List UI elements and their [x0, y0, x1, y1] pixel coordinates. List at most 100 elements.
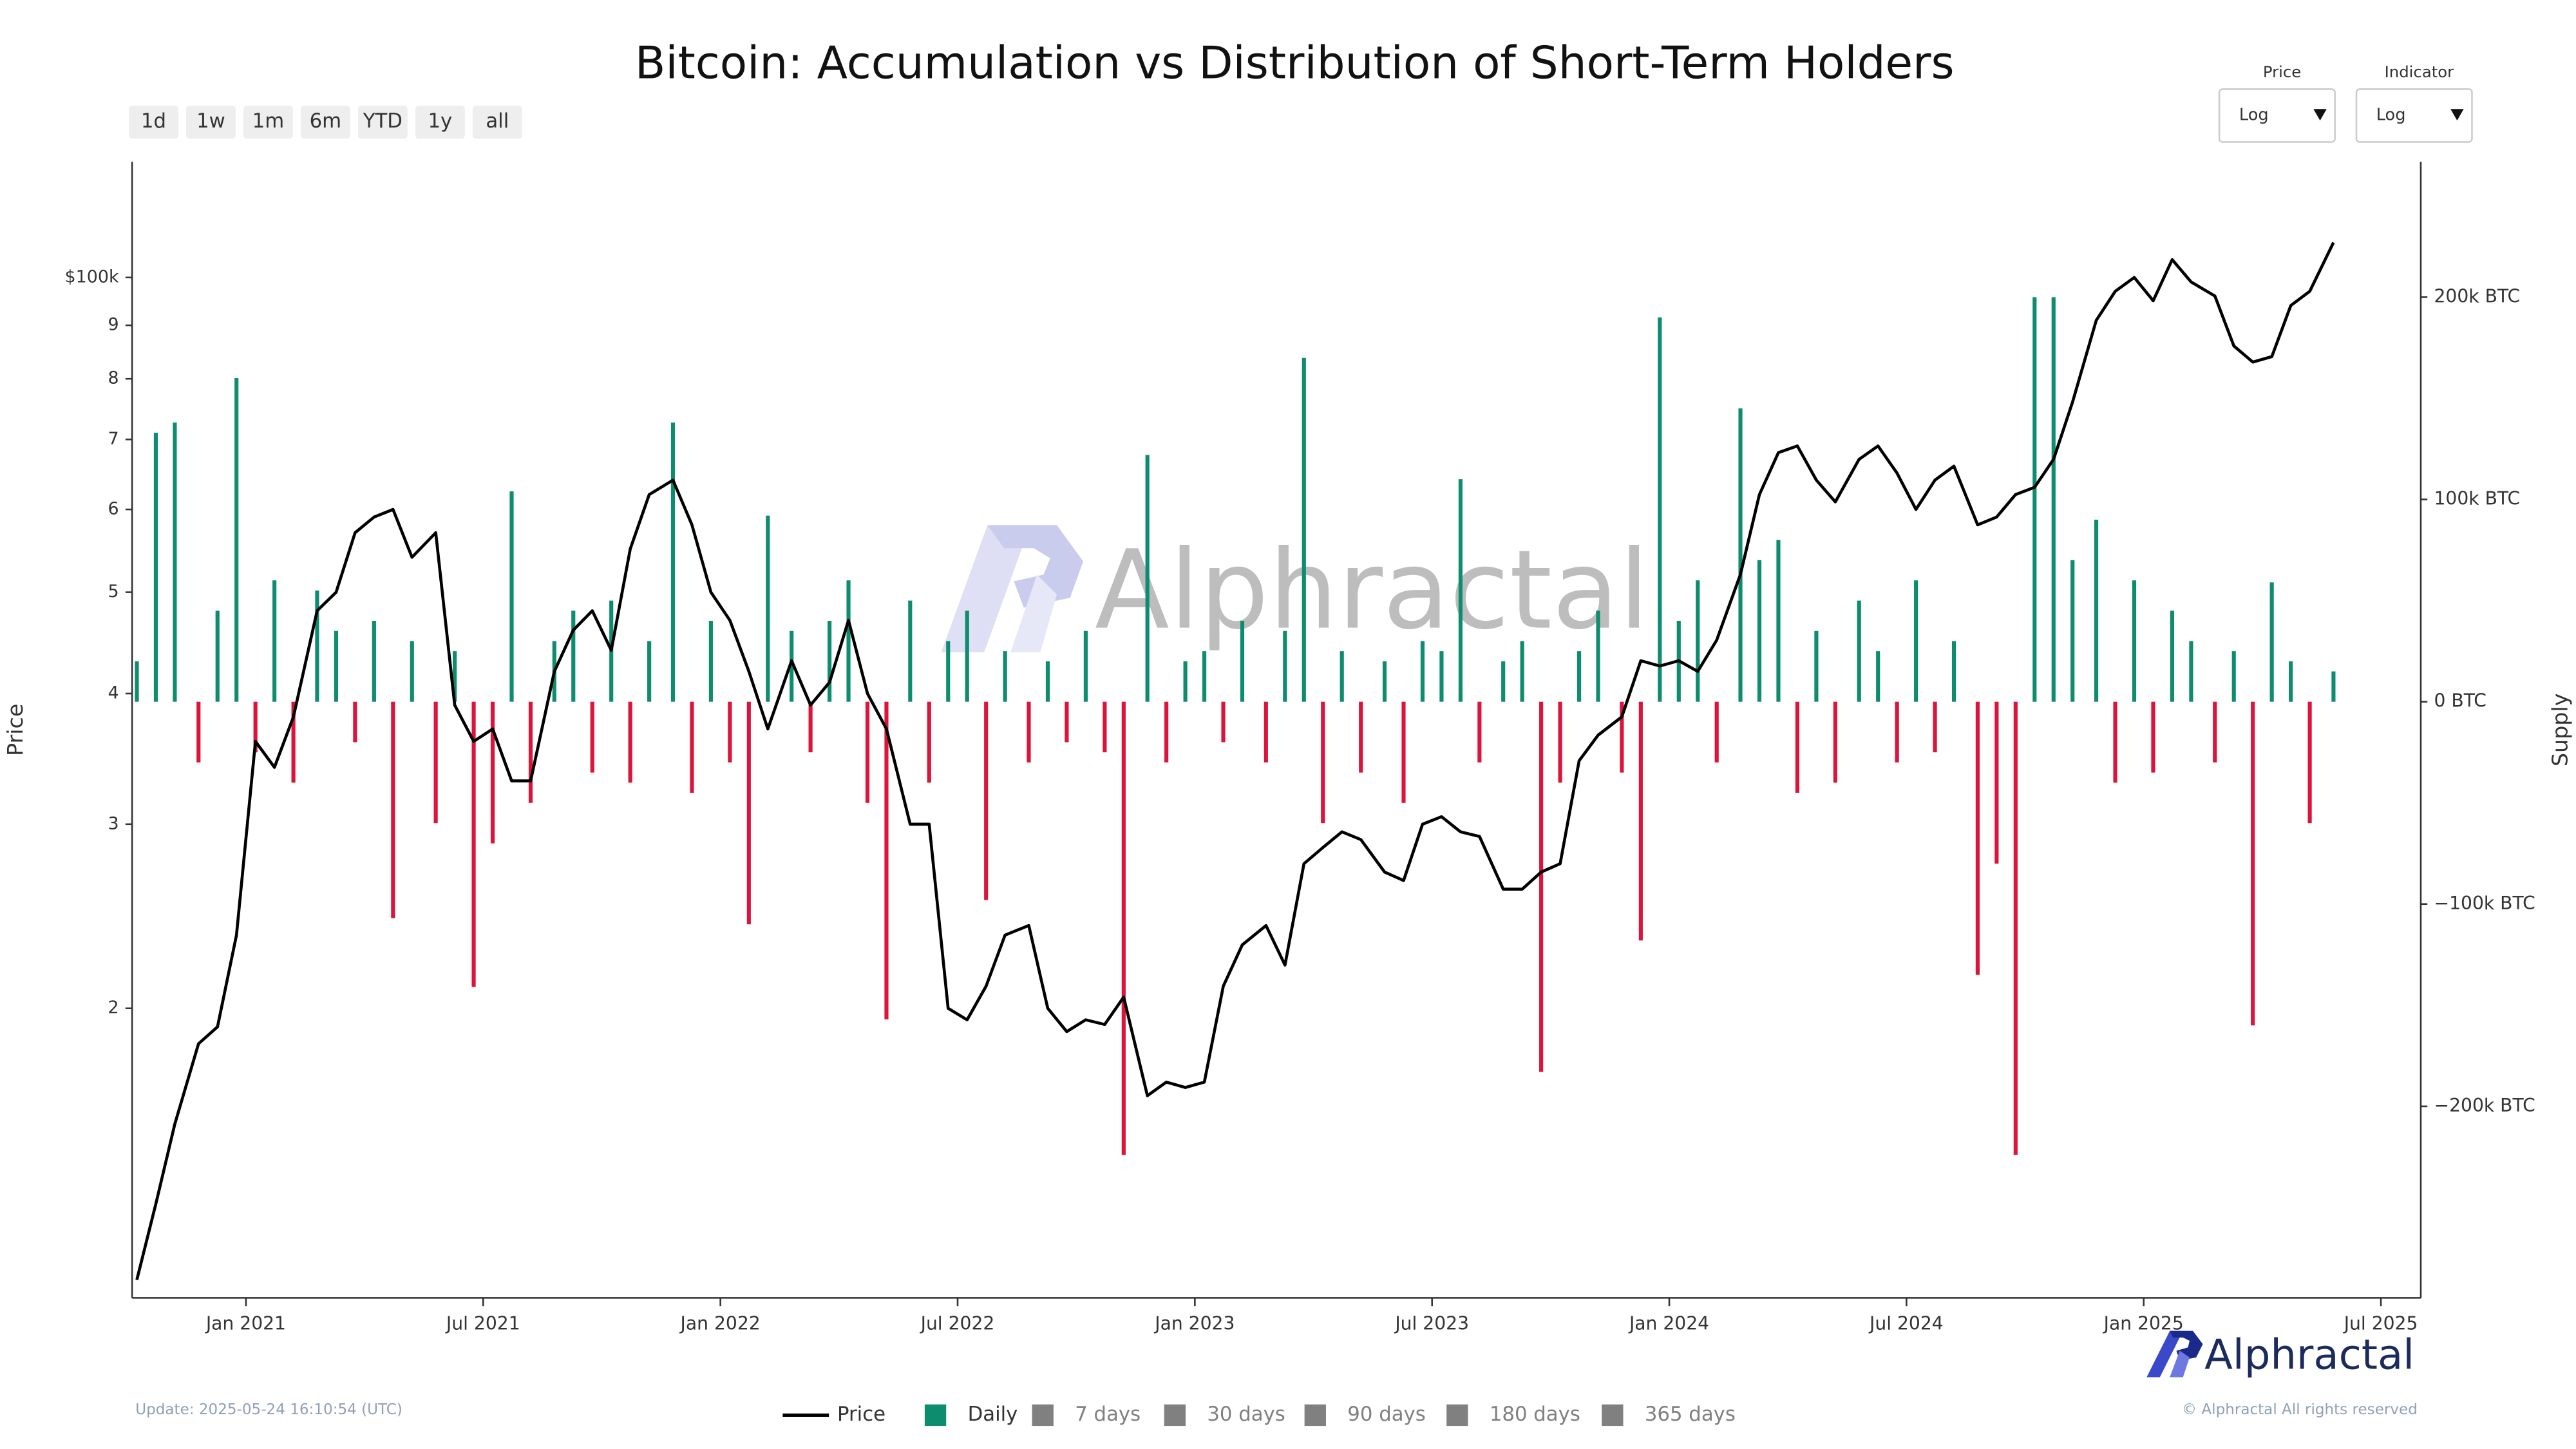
- supply-bar: [1638, 701, 1643, 941]
- legend-label-inactive[interactable]: 365 days: [1645, 1403, 1736, 1426]
- supply-bar: [1520, 641, 1524, 702]
- supply-bar: [1382, 661, 1387, 702]
- supply-bar: [1240, 621, 1245, 702]
- range-button-label[interactable]: 1w: [196, 109, 225, 133]
- legend-label[interactable]: Daily: [968, 1403, 1018, 1426]
- supply-bar: [2151, 701, 2155, 773]
- supply-bar: [1795, 701, 1800, 793]
- supply-bar: [1620, 701, 1624, 773]
- brand-logo-text: Alphractal: [2204, 1331, 2414, 1379]
- supply-bar: [2189, 641, 2193, 702]
- supply-bar: [670, 422, 676, 702]
- supply-bar: [690, 701, 694, 793]
- range-button-label[interactable]: YTD: [363, 109, 402, 133]
- supply-bar: [1083, 630, 1088, 702]
- legend-swatch-inactive[interactable]: [1602, 1404, 1624, 1426]
- supply-bar: [315, 590, 319, 702]
- legend-swatch-inactive[interactable]: [1164, 1404, 1186, 1426]
- legend-swatch-inactive[interactable]: [1446, 1404, 1468, 1426]
- supply-bar: [965, 611, 969, 702]
- range-button-label[interactable]: 1m: [252, 109, 285, 133]
- supply-bar: [828, 621, 832, 702]
- supply-bar: [1027, 701, 1031, 762]
- supply-bar: [1714, 701, 1719, 762]
- supply-bar: [1757, 560, 1762, 702]
- supply-bar: [1302, 357, 1306, 702]
- supply-bar: [2094, 519, 2099, 702]
- price-line: [135, 242, 2335, 1280]
- y-tick-label: 6: [108, 499, 118, 519]
- supply-bar: [1596, 611, 1600, 702]
- dropdown-arrow: [2313, 109, 2327, 121]
- range-button[interactable]: [472, 106, 522, 139]
- legend-label[interactable]: Price: [837, 1403, 886, 1426]
- supply-bar: [2307, 701, 2312, 824]
- supply-bar: [2032, 297, 2037, 702]
- x-tick-label: Jul 2023: [1394, 1312, 1469, 1334]
- y-axis-title: Price: [3, 704, 28, 756]
- legend-label-inactive[interactable]: 90 days: [1347, 1403, 1425, 1426]
- x-tick-label: Jan 2025: [2103, 1312, 2184, 1334]
- dropdown[interactable]: [2218, 88, 2336, 143]
- dropdown-arrow: [2450, 109, 2464, 121]
- chart-title: Bitcoin: Accumulation vs Distribution of…: [635, 38, 1955, 90]
- supply-bar: [984, 701, 989, 900]
- legend-label-inactive[interactable]: 30 days: [1207, 1403, 1285, 1426]
- range-button[interactable]: [300, 106, 350, 139]
- supply-bar: [1876, 651, 1880, 702]
- supply-bar: [1221, 701, 1226, 743]
- brand-logo-icon: [2146, 1331, 2203, 1378]
- legend-swatch-inactive[interactable]: [1304, 1404, 1326, 1426]
- y-tick-label: 8: [108, 368, 118, 388]
- supply-bar: [1202, 651, 1207, 702]
- supply-bar: [1183, 661, 1188, 702]
- range-button[interactable]: [129, 106, 178, 139]
- supply-bar: [2331, 671, 2336, 702]
- supply-bar: [291, 701, 296, 783]
- copyright: © Alphractal All rights reserved: [2182, 1401, 2418, 1418]
- dropdown[interactable]: [2355, 88, 2473, 143]
- x-tick-label: Jan 2022: [679, 1312, 761, 1334]
- y2-tick-label: −100k BTC: [2434, 893, 2535, 914]
- supply-bar: [135, 661, 139, 702]
- supply-bar: [2132, 580, 2137, 702]
- supply-bar: [2051, 297, 2056, 702]
- supply-bar: [1738, 408, 1743, 702]
- supply-bar: [234, 378, 239, 702]
- legend-swatch[interactable]: [924, 1404, 947, 1426]
- supply-bar: [2113, 701, 2117, 783]
- range-button[interactable]: [357, 106, 408, 139]
- supply-bar: [1065, 701, 1069, 743]
- supply-bar: [215, 611, 220, 702]
- range-button-label[interactable]: all: [486, 109, 509, 133]
- supply-bar: [1264, 701, 1268, 762]
- range-button-label[interactable]: 1d: [141, 109, 166, 133]
- supply-bar: [1558, 701, 1562, 783]
- dropdown-value[interactable]: Log: [2239, 105, 2269, 124]
- range-button-label[interactable]: 1y: [428, 109, 452, 133]
- supply-bar: [471, 701, 476, 987]
- supply-bar: [1994, 701, 1999, 864]
- supply-bar: [1458, 479, 1463, 702]
- range-button[interactable]: [243, 106, 293, 139]
- supply-bar: [391, 701, 395, 918]
- supply-bar: [1401, 701, 1406, 803]
- legend-label-inactive[interactable]: 7 days: [1075, 1403, 1141, 1426]
- legend-swatch-inactive[interactable]: [1032, 1404, 1054, 1426]
- range-button-label[interactable]: 6m: [310, 109, 342, 133]
- legend-label-inactive[interactable]: 180 days: [1490, 1403, 1580, 1426]
- supply-bar: [865, 701, 870, 803]
- supply-bar: [1776, 540, 1781, 702]
- y-tick-label: 9: [108, 315, 118, 335]
- dropdown-value[interactable]: Log: [2376, 105, 2406, 124]
- supply-bar: [272, 580, 277, 702]
- y2-axis-title: Supply: [2547, 694, 2572, 767]
- supply-bar: [1340, 651, 1344, 702]
- x-tick-label: Jul 2022: [920, 1312, 995, 1334]
- y-tick-label: 4: [108, 683, 118, 703]
- supply-bar: [790, 630, 794, 702]
- range-button[interactable]: [185, 106, 236, 139]
- range-button[interactable]: [415, 106, 465, 139]
- supply-bar: [746, 701, 751, 925]
